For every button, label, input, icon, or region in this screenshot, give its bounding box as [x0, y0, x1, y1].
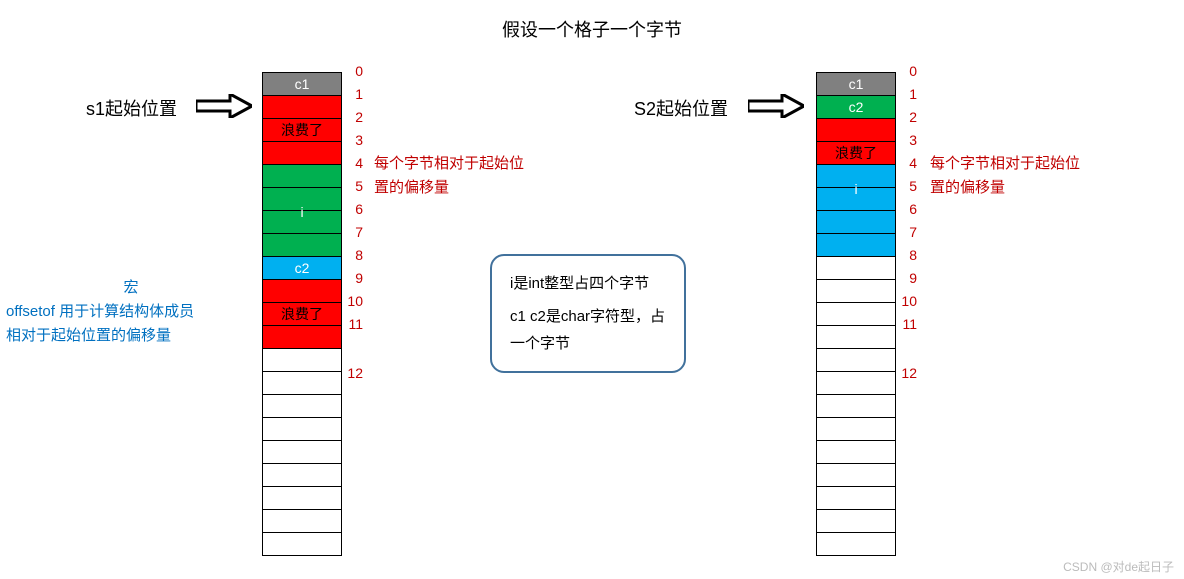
offset-index: 10 — [347, 293, 363, 309]
memory-cell: i6 — [262, 210, 342, 234]
memory-cell — [262, 417, 342, 441]
offset-index: 9 — [909, 270, 917, 286]
memory-cell — [262, 440, 342, 464]
offset-index: 4 — [355, 155, 363, 171]
memory-cell: 3 — [262, 141, 342, 165]
memory-cell: 4 — [816, 164, 896, 188]
memory-cell — [262, 394, 342, 418]
memory-cell — [262, 463, 342, 487]
offset-index: 0 — [355, 63, 363, 79]
memory-cell: 12 — [262, 348, 342, 372]
memory-cell — [262, 371, 342, 395]
memory-cell: 10 — [816, 302, 896, 326]
memory-cell — [262, 486, 342, 510]
offset-index: 11 — [902, 316, 917, 332]
arrow-icon — [748, 94, 804, 118]
offset-index: 2 — [355, 109, 363, 125]
offset-index: 3 — [355, 132, 363, 148]
memory-cell: 6 — [816, 210, 896, 234]
memory-cell: 12 — [816, 348, 896, 372]
s2-memory-layout: c10c212浪费了34i56789101112 — [816, 72, 896, 556]
offset-index: 2 — [909, 109, 917, 125]
offset-index: 1 — [355, 86, 363, 102]
memory-cell: 5 — [262, 187, 342, 211]
offsetof-macro-note: 宏offsetof 用于计算结构体成员相对于起始位置的偏移量 — [6, 276, 256, 348]
s1-offset-note: 每个字节相对于起始位置的偏移量 — [374, 152, 534, 200]
offset-index: 12 — [901, 365, 917, 381]
memory-cell: 11 — [262, 325, 342, 349]
macro-note-line: 相对于起始位置的偏移量 — [6, 324, 256, 348]
offset-index: 6 — [355, 201, 363, 217]
cell-label: c2 — [849, 99, 864, 115]
s1-pointer-label: s1起始位置 — [86, 95, 177, 121]
offset-index: 0 — [909, 63, 917, 79]
memory-cell — [262, 532, 342, 556]
memory-cell: 9 — [816, 279, 896, 303]
memory-cell — [816, 440, 896, 464]
offset-index: 1 — [909, 86, 917, 102]
memory-cell: 11 — [816, 325, 896, 349]
cell-label: c1 — [295, 76, 310, 92]
memory-cell: 9 — [262, 279, 342, 303]
memory-cell — [816, 394, 896, 418]
info-line: i是int整型占四个字节 — [510, 270, 666, 297]
cell-label: 浪费了 — [281, 304, 323, 324]
watermark: CSDN @对de起日子 — [1063, 558, 1174, 575]
cell-label: 浪费了 — [281, 120, 323, 140]
diagram-title: 假设一个格子一个字节 — [0, 16, 1184, 42]
s1-memory-layout: c101浪费了2345i67c289浪费了101112 — [262, 72, 342, 556]
memory-cell: 7 — [262, 233, 342, 257]
memory-cell — [816, 509, 896, 533]
offset-index: 6 — [909, 201, 917, 217]
s2-offset-note: 每个字节相对于起始位置的偏移量 — [930, 152, 1090, 200]
offset-index: 9 — [355, 270, 363, 286]
offset-index: 3 — [909, 132, 917, 148]
memory-cell: i5 — [816, 187, 896, 211]
memory-cell — [816, 532, 896, 556]
memory-cell: 4 — [262, 164, 342, 188]
offset-index: 8 — [355, 247, 363, 263]
memory-cell: c10 — [262, 72, 342, 96]
memory-cell: 7 — [816, 233, 896, 257]
arrow-icon — [196, 94, 252, 118]
offset-index: 8 — [909, 247, 917, 263]
offset-index: 7 — [355, 224, 363, 240]
type-info-box: i是int整型占四个字节 c1 c2是char字符型，占一个字节 — [490, 254, 686, 373]
offset-index: 5 — [355, 178, 363, 194]
memory-cell: 浪费了3 — [816, 141, 896, 165]
offset-index: 12 — [347, 365, 363, 381]
cell-label: c1 — [849, 76, 864, 92]
memory-cell — [262, 509, 342, 533]
memory-cell — [816, 486, 896, 510]
memory-cell — [816, 463, 896, 487]
offset-index: 7 — [909, 224, 917, 240]
offset-index: 10 — [901, 293, 917, 309]
memory-cell — [816, 371, 896, 395]
memory-cell: c28 — [262, 256, 342, 280]
memory-cell: c21 — [816, 95, 896, 119]
macro-note-line: offsetof 用于计算结构体成员 — [6, 300, 256, 324]
memory-cell: 2 — [816, 118, 896, 142]
info-line: c1 c2是char字符型，占一个字节 — [510, 303, 666, 357]
cell-label: 浪费了 — [835, 143, 877, 163]
s2-pointer-label: S2起始位置 — [634, 95, 728, 121]
memory-cell: 1 — [262, 95, 342, 119]
offset-index: 11 — [348, 316, 363, 332]
macro-note-line: 宏 — [6, 276, 256, 300]
memory-cell: 浪费了10 — [262, 302, 342, 326]
cell-label: c2 — [295, 260, 310, 276]
memory-cell: 8 — [816, 256, 896, 280]
memory-cell: 浪费了2 — [262, 118, 342, 142]
memory-cell: c10 — [816, 72, 896, 96]
offset-index: 5 — [909, 178, 917, 194]
memory-cell — [816, 417, 896, 441]
offset-index: 4 — [909, 155, 917, 171]
